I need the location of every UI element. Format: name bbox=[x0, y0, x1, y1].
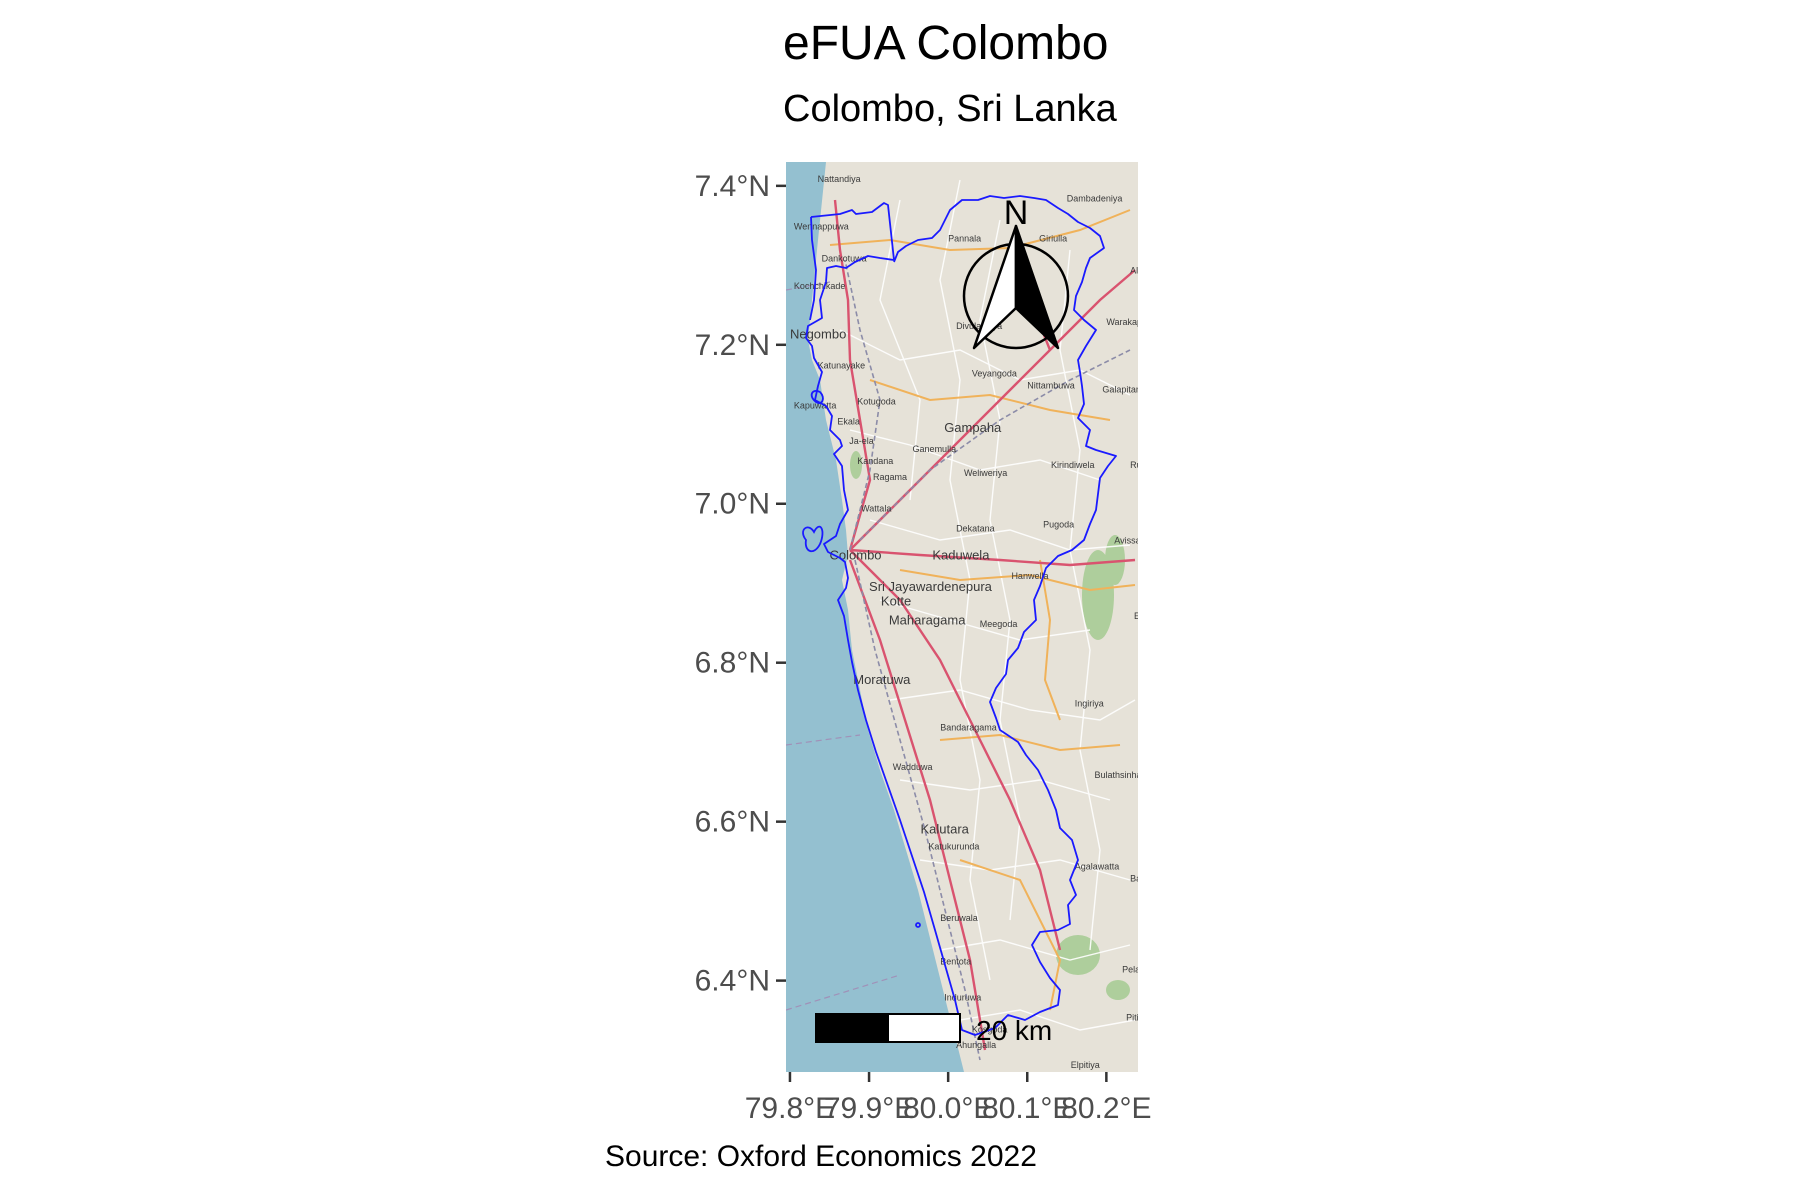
y-tick-label: 7.2°N bbox=[695, 329, 770, 362]
railway-lines bbox=[844, 259, 1131, 1061]
x-tick-label: 79.8°E bbox=[745, 1092, 835, 1125]
place-label: Weliweriya bbox=[964, 468, 1007, 478]
y-axis: 7.4°N 7.2°N 7.0°N 6.8°N 6.6°N 6.4°N bbox=[695, 170, 786, 998]
north-arrow: N bbox=[962, 194, 1070, 350]
place-label: Ekala bbox=[837, 416, 860, 426]
place-label: Veyangoda bbox=[972, 369, 1017, 379]
place-label: Kandana bbox=[857, 456, 893, 466]
place-label: Divulapitiya bbox=[956, 321, 1002, 331]
place-label: Giriulla bbox=[1039, 233, 1067, 243]
colombo-lagoon-loops bbox=[802, 390, 921, 928]
place-label: Beruwala bbox=[940, 913, 978, 923]
basemap: Nattandiya Wennappuwa Dankotuwa Kochchikade… bbox=[786, 154, 1162, 1072]
place-label: Warakapola bbox=[1106, 317, 1154, 327]
scale-bar-label: 20 km bbox=[976, 1015, 1052, 1046]
place-label: Nattandiya bbox=[818, 174, 861, 184]
x-tick-label: 80.1°E bbox=[982, 1092, 1072, 1125]
place-label: Bulathsinhala bbox=[1094, 770, 1148, 780]
scale-bar-black-segment bbox=[815, 1013, 889, 1043]
place-label: Kirindiwela bbox=[1051, 460, 1095, 470]
place-label: Pannala bbox=[948, 233, 981, 243]
place-label: Avissawella bbox=[1114, 535, 1161, 545]
place-label: Alaw bbox=[1130, 265, 1150, 275]
place-label: Wadduwa bbox=[893, 762, 933, 772]
forest-patch bbox=[1105, 535, 1125, 585]
forest-patch bbox=[1106, 980, 1130, 1000]
x-axis: 79.8°E79.9°E80.0°E80.1°E80.2°E bbox=[745, 1072, 1152, 1125]
x-tick-label: 80.0°E bbox=[903, 1092, 993, 1125]
place-label: Colombo bbox=[830, 547, 882, 562]
maritime-boundaries bbox=[786, 281, 901, 1011]
place-label: Dekatana bbox=[956, 524, 995, 534]
place-label: Narammala bbox=[1114, 154, 1161, 164]
place-label: Agalawatta bbox=[1075, 861, 1120, 871]
place-label: Induruwa bbox=[944, 992, 981, 1002]
place-label: Meegoda bbox=[980, 619, 1018, 629]
place-label: Badura bbox=[1130, 873, 1159, 883]
place-label: Katunayake bbox=[818, 361, 866, 371]
y-tick-label: 6.6°N bbox=[695, 806, 770, 839]
place-label: Pelawatth bbox=[1122, 965, 1162, 975]
scale-bar: 20 km bbox=[815, 1013, 1052, 1046]
place-label: Nittambuwa bbox=[1027, 381, 1075, 391]
place-label: Elpitiya bbox=[1071, 1060, 1100, 1070]
y-tick-label: 6.4°N bbox=[695, 965, 770, 998]
place-label: Ruw bbox=[1130, 460, 1149, 470]
place-label: Galapitamada bbox=[1102, 384, 1158, 394]
place-label: Negombo bbox=[790, 326, 846, 341]
place-label: Kochchikade bbox=[794, 281, 846, 291]
efua-boundary-north-gap bbox=[809, 216, 817, 321]
place-label: Bentota bbox=[940, 957, 971, 967]
place-label: Gampaha bbox=[944, 420, 1002, 435]
place-label: Kalutara bbox=[920, 822, 969, 837]
place-label: Bandaragama bbox=[940, 722, 997, 732]
place-label: Pugoda bbox=[1043, 520, 1074, 530]
efua-boundary bbox=[805, 195, 1117, 1036]
map-title: eFUA Colombo bbox=[783, 17, 1109, 70]
forest-patch bbox=[850, 451, 862, 479]
forest-patch bbox=[1056, 935, 1100, 975]
x-tick-label: 79.9°E bbox=[824, 1092, 914, 1125]
sea-area bbox=[786, 162, 964, 1072]
place-label: Hanwella bbox=[1011, 571, 1048, 581]
x-tick-label: 80.2°E bbox=[1061, 1092, 1151, 1125]
place-label: Maharagama bbox=[889, 613, 966, 628]
forest-patch bbox=[1082, 550, 1114, 640]
place-label: Eh bbox=[1134, 611, 1145, 621]
north-arrow-right-half bbox=[1014, 224, 1060, 350]
place-label: Katukurunda bbox=[928, 841, 979, 851]
place-label: Dankotuwa bbox=[822, 253, 867, 263]
y-tick-label: 7.0°N bbox=[695, 488, 770, 521]
place-label: Kotte bbox=[881, 593, 911, 608]
place-label: Kaduwela bbox=[932, 547, 990, 562]
place-label: Ganemulla bbox=[913, 444, 957, 454]
place-label: Ahungalla bbox=[956, 1040, 996, 1050]
scale-bar-white-segment bbox=[887, 1013, 961, 1043]
place-label: Dambadeniya bbox=[1067, 194, 1123, 204]
north-arrow-label: N bbox=[1004, 194, 1029, 232]
map-caption: Source: Oxford Economics 2022 bbox=[605, 1140, 1037, 1173]
y-tick-label: 6.8°N bbox=[695, 647, 770, 680]
place-label: Pitigal bbox=[1126, 1012, 1151, 1022]
place-label: Moratuwa bbox=[853, 672, 911, 687]
place-label: Kotugoda bbox=[857, 396, 896, 406]
place-label: Wattala bbox=[861, 504, 891, 514]
place-label: Wennappuwa bbox=[794, 222, 849, 232]
place-label: Ingiriya bbox=[1075, 698, 1104, 708]
place-label: Sri Jayawardenepura bbox=[869, 579, 993, 594]
place-label: Kapuwatta bbox=[794, 400, 837, 410]
place-label: Ragama bbox=[873, 472, 907, 482]
forest-patches bbox=[850, 451, 1130, 1000]
place-labels: Nattandiya Wennappuwa Dankotuwa Kochchikade… bbox=[790, 154, 1162, 1070]
map-subtitle: Colombo, Sri Lanka bbox=[783, 88, 1117, 130]
y-tick-label: 7.4°N bbox=[695, 170, 770, 203]
place-label: Ja-ela bbox=[849, 436, 874, 446]
